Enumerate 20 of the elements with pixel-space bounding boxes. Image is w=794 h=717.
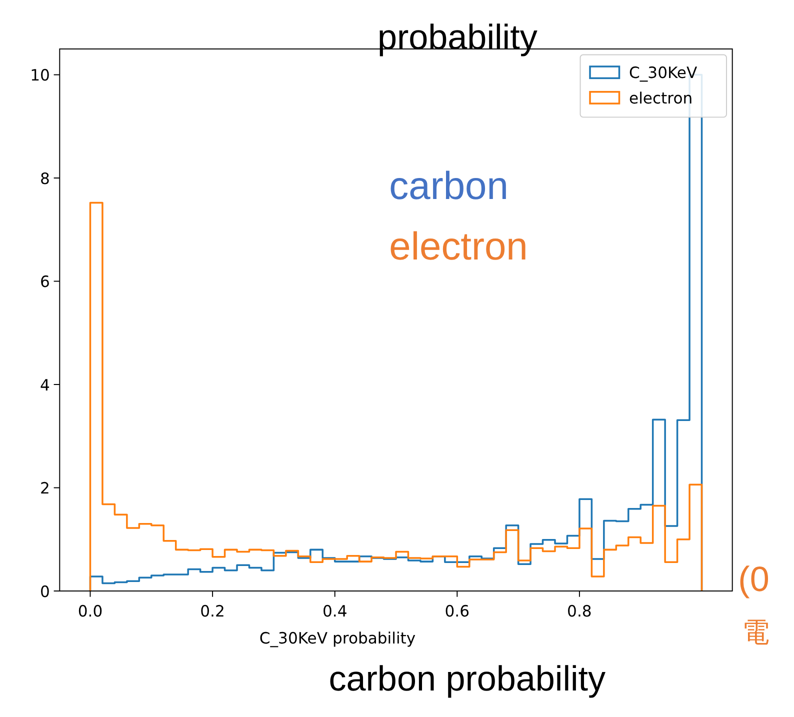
y-tick-label: 4 (40, 376, 50, 394)
text: 電 (742, 616, 770, 648)
x-tick-label: 0.6 (444, 602, 470, 620)
y-tick-label: 6 (40, 273, 50, 292)
y-tick-label: 8 (40, 170, 50, 188)
x-tick-label: 0.0 (78, 602, 103, 620)
x-tick-label: 0.8 (567, 602, 592, 620)
x-axis-title: C_30KeV probability (259, 630, 416, 648)
y-tick-label: 10 (30, 66, 50, 85)
annotation: probability (377, 18, 538, 57)
text: carbon probability (328, 659, 606, 698)
y-tick-label: 0 (40, 582, 50, 601)
legend-label: electron (629, 90, 693, 108)
annotation: electron (389, 226, 528, 269)
legend-label: C_30KeV (629, 64, 698, 82)
text: (0 (738, 560, 770, 599)
x-tick-label: 0.2 (200, 602, 225, 620)
annotation: carbon (389, 165, 508, 208)
y-tick-label: 2 (40, 480, 50, 498)
x-tick-label: 0.4 (322, 602, 348, 620)
